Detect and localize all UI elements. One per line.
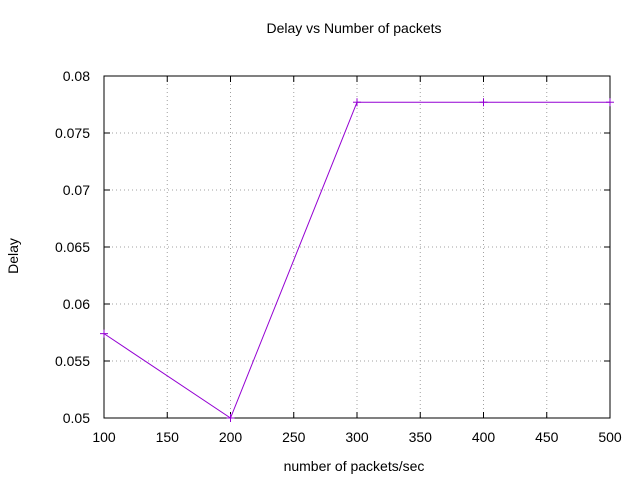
x-tick-label: 200: [219, 429, 243, 445]
y-tick-label: 0.07: [63, 182, 90, 198]
x-tick-label: 400: [472, 429, 496, 445]
x-tick-label: 350: [409, 429, 433, 445]
x-tick-label: 450: [535, 429, 559, 445]
y-tick-label: 0.05: [63, 410, 90, 426]
y-tick-label: 0.075: [55, 125, 90, 141]
x-tick-label: 300: [345, 429, 369, 445]
grid: [104, 76, 610, 418]
x-tick-label: 100: [92, 429, 116, 445]
x-tick-label: 250: [282, 429, 306, 445]
x-tick-label: 500: [598, 429, 622, 445]
series-layer: [100, 98, 614, 422]
data-point: [353, 98, 361, 107]
y-tick-label: 0.055: [55, 353, 90, 369]
data-point: [226, 414, 235, 422]
chart-title: Delay vs Number of packets: [266, 20, 441, 36]
y-tick-label: 0.08: [63, 68, 90, 84]
x-tick-labels: 100 150 200 250 300 350 400 450 500: [92, 429, 622, 445]
y-tick-label: 0.065: [55, 239, 90, 255]
data-point: [100, 329, 108, 338]
x-axis-label: number of packets/sec: [284, 458, 425, 474]
y-tick-label: 0.06: [63, 296, 90, 312]
y-tick-labels: 0.05 0.055 0.06 0.065 0.07 0.075 0.08: [55, 68, 90, 426]
x-tick-label: 150: [156, 429, 180, 445]
data-point: [606, 98, 614, 107]
y-axis-label: Delay: [5, 238, 21, 274]
data-point: [479, 98, 488, 107]
